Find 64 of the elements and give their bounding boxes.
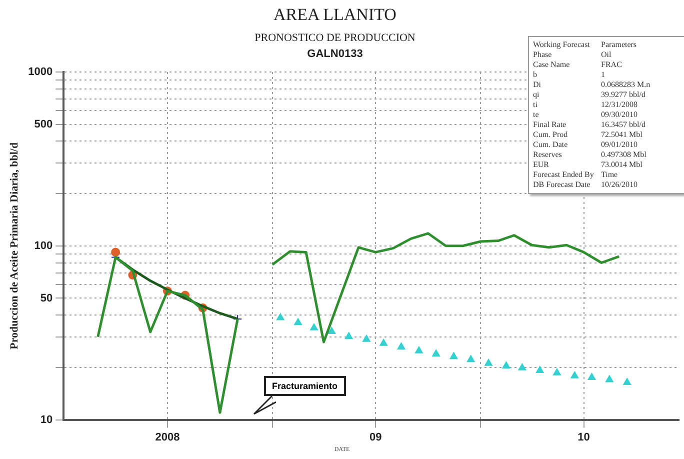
point [502, 361, 510, 368]
text: Oil [601, 50, 612, 59]
point [380, 338, 388, 346]
annotation: 39.9277 bbl/d [601, 90, 646, 100]
annotation: Final Rate [533, 120, 568, 130]
annotation: 0.497308 Mbl [601, 150, 646, 160]
y-tick-label: 100 [34, 240, 53, 252]
annotation: EUR [533, 160, 550, 170]
y-tick-label: 500 [34, 118, 53, 130]
annotation: 09/30/2010 [601, 110, 638, 120]
point [310, 323, 318, 330]
x-tick-label: 2008 [155, 431, 180, 444]
annotation: te [533, 110, 540, 120]
point [588, 373, 596, 380]
point [294, 318, 302, 326]
point [536, 366, 544, 374]
annotation: Di [533, 80, 542, 90]
point [623, 378, 632, 385]
y-tick-label: 50 [40, 292, 53, 304]
annotation: Cum. Date [533, 140, 569, 150]
annotation: 72.5041 Mbl [601, 130, 642, 140]
point [518, 363, 526, 370]
point [328, 326, 336, 334]
point [414, 346, 423, 354]
point [397, 342, 406, 350]
point [450, 352, 458, 360]
x-tick-label: 10 [578, 431, 590, 444]
chart-title: AREA LLANITO [272, 5, 398, 25]
annotation: qi [533, 90, 540, 100]
x-tick-label: 09 [369, 431, 382, 444]
point [111, 248, 120, 257]
chart-subtitle: PRONOSTICO DE PRODUCCION GALN0133 [254, 31, 416, 62]
annotation: 10/26/2010 [601, 180, 638, 190]
annotation: 0.0688283 M.n [601, 80, 650, 90]
text: Case Name [533, 60, 570, 69]
y-axis-title: Produccion de Aceite Primaria Diaria, bbl/d [8, 142, 20, 350]
annotation: 16.3457 bbl/d [601, 120, 646, 130]
text: Phase [533, 50, 552, 59]
text: FRAC [601, 60, 622, 69]
annotation: DB Forecast Date [533, 180, 592, 190]
annotation: 09/01/2010 [601, 140, 638, 150]
annotation: Cum. Prod [533, 130, 569, 140]
point [344, 332, 353, 340]
point [362, 334, 370, 342]
point [276, 313, 284, 320]
point [466, 355, 475, 362]
y-tick-label: 10 [40, 414, 53, 426]
annotation: b [533, 70, 538, 80]
annotation: 1 [601, 70, 605, 80]
y-tick-label: 1000 [28, 66, 53, 78]
point [484, 358, 492, 366]
point [605, 375, 614, 382]
annotation: Reserves [533, 150, 563, 160]
annotation: Fracturamiento [264, 376, 346, 396]
point [432, 349, 440, 356]
annotation: 12/31/2008 [601, 100, 638, 110]
annotation: Time [601, 170, 618, 180]
annotation: ti [533, 100, 538, 110]
point [570, 371, 579, 378]
annotation: 73.0014 Mbl [601, 160, 642, 170]
annotation: Forecast Ended By [533, 170, 595, 180]
point [552, 368, 561, 376]
text: Working Forecast [533, 40, 590, 49]
text: Parameters [601, 40, 637, 49]
